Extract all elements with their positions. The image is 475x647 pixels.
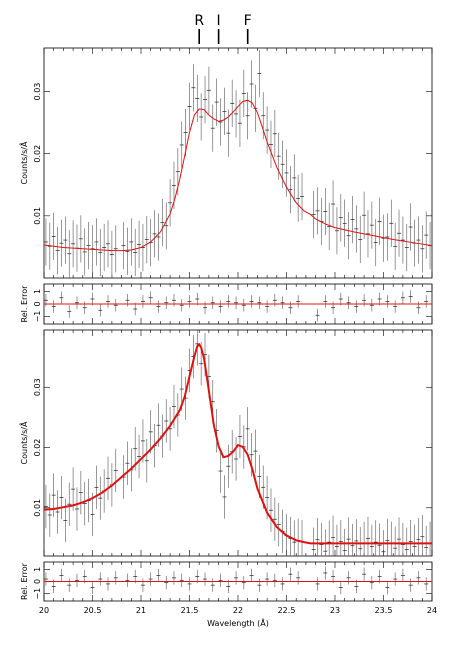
- model-curve: [44, 99, 432, 252]
- y-axis-label: Rel. Error: [20, 285, 29, 323]
- line-marker-label: R: [194, 13, 204, 29]
- model-curve: [44, 342, 432, 545]
- line-marker-label: F: [244, 13, 252, 29]
- plot-area: [44, 330, 432, 556]
- x-tick-label: 23: [330, 606, 340, 615]
- x-tick-label: 22.5: [278, 606, 296, 615]
- y-tick-label: 1: [33, 567, 42, 572]
- plot-area: [44, 290, 432, 322]
- x-tick-label: 20: [39, 606, 49, 615]
- y-tick-label: 0.01: [33, 207, 42, 225]
- y-axis-label: Counts/s/Å: [18, 141, 29, 184]
- line-marker-label: I: [217, 13, 221, 29]
- panel-4: −1 0 1 Rel. Error 20 20.5 21 21.5 22 22.5 23 23.5 24…: [20, 561, 437, 628]
- panel-2: −1 0 1 Rel. Error: [20, 283, 433, 325]
- y-axis-label: Counts/s/Å: [18, 421, 29, 464]
- y-tick-label: −1: [33, 311, 42, 323]
- x-tick-label: 24: [427, 606, 437, 615]
- plot-area: [44, 566, 432, 595]
- y-tick-label: 0.01: [33, 499, 42, 517]
- x-tick-label: 20.5: [84, 606, 102, 615]
- y-tick-label: 0.03: [33, 83, 42, 101]
- x-tick-label: 21: [136, 606, 146, 615]
- x-tick-label: 23.5: [375, 606, 393, 615]
- panel-1: 0.01 0.02 0.03 Counts/s/Å R I F: [18, 13, 433, 279]
- x-axis-label: Wavelength (Å): [207, 617, 269, 628]
- x-tick-label: 21.5: [181, 606, 199, 615]
- y-tick-label: 0: [33, 579, 42, 584]
- x-tick-label: 22: [233, 606, 243, 615]
- y-tick-label: 0.03: [33, 378, 42, 396]
- y-tick-label: 0: [33, 301, 42, 306]
- plot-area: [44, 49, 432, 278]
- y-tick-label: 0.02: [33, 439, 42, 457]
- y-tick-label: −1: [33, 588, 42, 600]
- y-axis-label: Rel. Error: [20, 562, 29, 600]
- plot-frame: [43, 329, 433, 557]
- panel-3: 0.01 0.02 0.03 Counts/s/Å: [18, 329, 433, 557]
- y-tick-label: 1: [33, 289, 42, 294]
- plot-frame: [43, 47, 433, 279]
- y-tick-label: 0.02: [33, 145, 42, 163]
